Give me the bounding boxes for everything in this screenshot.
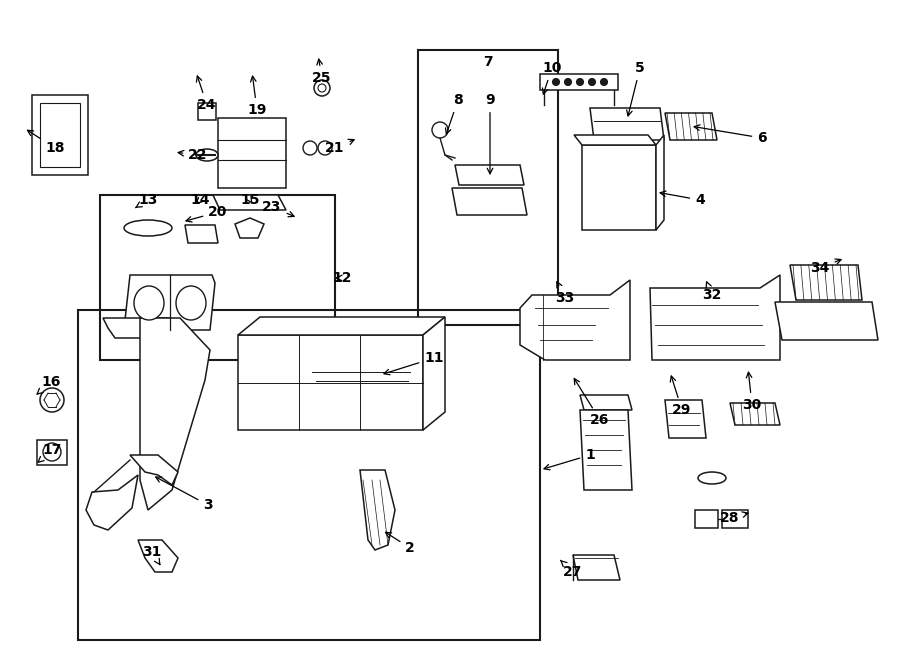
Polygon shape — [573, 555, 620, 580]
Polygon shape — [308, 360, 415, 390]
Text: 5: 5 — [626, 61, 645, 116]
Polygon shape — [86, 475, 138, 530]
Polygon shape — [580, 395, 632, 410]
Polygon shape — [722, 510, 748, 528]
Circle shape — [600, 79, 608, 85]
Polygon shape — [213, 195, 286, 210]
Polygon shape — [665, 113, 717, 140]
Text: 16: 16 — [37, 375, 60, 394]
Text: 8: 8 — [446, 93, 463, 134]
Bar — [78, 310, 540, 640]
Text: 33: 33 — [555, 282, 574, 305]
Polygon shape — [423, 317, 445, 430]
Text: 4: 4 — [660, 191, 705, 207]
Text: 7: 7 — [483, 55, 493, 69]
Text: 29: 29 — [670, 376, 692, 417]
Polygon shape — [235, 218, 264, 238]
Text: 14: 14 — [190, 193, 210, 207]
Polygon shape — [32, 95, 88, 175]
Text: 34: 34 — [810, 259, 842, 275]
Circle shape — [564, 79, 572, 85]
Circle shape — [577, 79, 583, 85]
Ellipse shape — [124, 220, 172, 236]
Ellipse shape — [176, 286, 206, 320]
Polygon shape — [360, 470, 395, 550]
Text: 2: 2 — [385, 532, 415, 555]
Polygon shape — [130, 455, 178, 485]
Text: 11: 11 — [384, 351, 444, 375]
Polygon shape — [140, 318, 210, 510]
Ellipse shape — [134, 286, 164, 320]
Polygon shape — [540, 74, 618, 90]
Polygon shape — [238, 317, 445, 335]
Circle shape — [589, 79, 596, 85]
Polygon shape — [590, 108, 664, 140]
Text: 32: 32 — [702, 282, 722, 302]
Text: 23: 23 — [262, 200, 294, 217]
Polygon shape — [452, 188, 527, 215]
Polygon shape — [103, 318, 178, 338]
Bar — [100, 195, 335, 360]
Text: 25: 25 — [312, 59, 332, 85]
Text: 9: 9 — [485, 93, 495, 174]
Polygon shape — [665, 400, 706, 438]
Polygon shape — [238, 335, 423, 430]
Polygon shape — [656, 135, 664, 230]
Text: 28: 28 — [720, 511, 748, 525]
Polygon shape — [650, 275, 780, 360]
Polygon shape — [40, 103, 80, 167]
Polygon shape — [198, 103, 216, 120]
Ellipse shape — [698, 472, 726, 484]
Text: 6: 6 — [694, 125, 767, 145]
Polygon shape — [695, 510, 718, 528]
Text: 3: 3 — [156, 477, 212, 512]
Ellipse shape — [196, 149, 218, 161]
Polygon shape — [730, 403, 780, 425]
Text: 13: 13 — [136, 193, 158, 208]
Polygon shape — [455, 165, 524, 185]
Text: 1: 1 — [544, 448, 595, 470]
Text: 30: 30 — [742, 372, 761, 412]
Polygon shape — [138, 540, 178, 572]
Polygon shape — [582, 145, 656, 230]
Text: 10: 10 — [543, 61, 562, 94]
Polygon shape — [218, 118, 286, 188]
Text: 17: 17 — [38, 443, 62, 462]
Polygon shape — [520, 280, 630, 360]
Text: 26: 26 — [574, 379, 609, 427]
Polygon shape — [574, 135, 656, 145]
Bar — [418, 50, 558, 325]
Text: 19: 19 — [248, 76, 266, 117]
Polygon shape — [790, 265, 862, 300]
Polygon shape — [580, 410, 632, 490]
Text: 20: 20 — [186, 205, 228, 222]
Polygon shape — [125, 275, 215, 330]
Text: 27: 27 — [561, 561, 582, 579]
Polygon shape — [185, 225, 218, 243]
Text: 12: 12 — [332, 271, 352, 285]
Text: 21: 21 — [325, 139, 355, 155]
Text: 31: 31 — [142, 545, 162, 564]
Text: 24: 24 — [196, 76, 217, 112]
Polygon shape — [37, 440, 67, 465]
Text: 22: 22 — [178, 148, 208, 162]
Text: 18: 18 — [28, 130, 65, 155]
Circle shape — [553, 79, 560, 85]
Text: 15: 15 — [240, 193, 260, 207]
Polygon shape — [775, 302, 878, 340]
